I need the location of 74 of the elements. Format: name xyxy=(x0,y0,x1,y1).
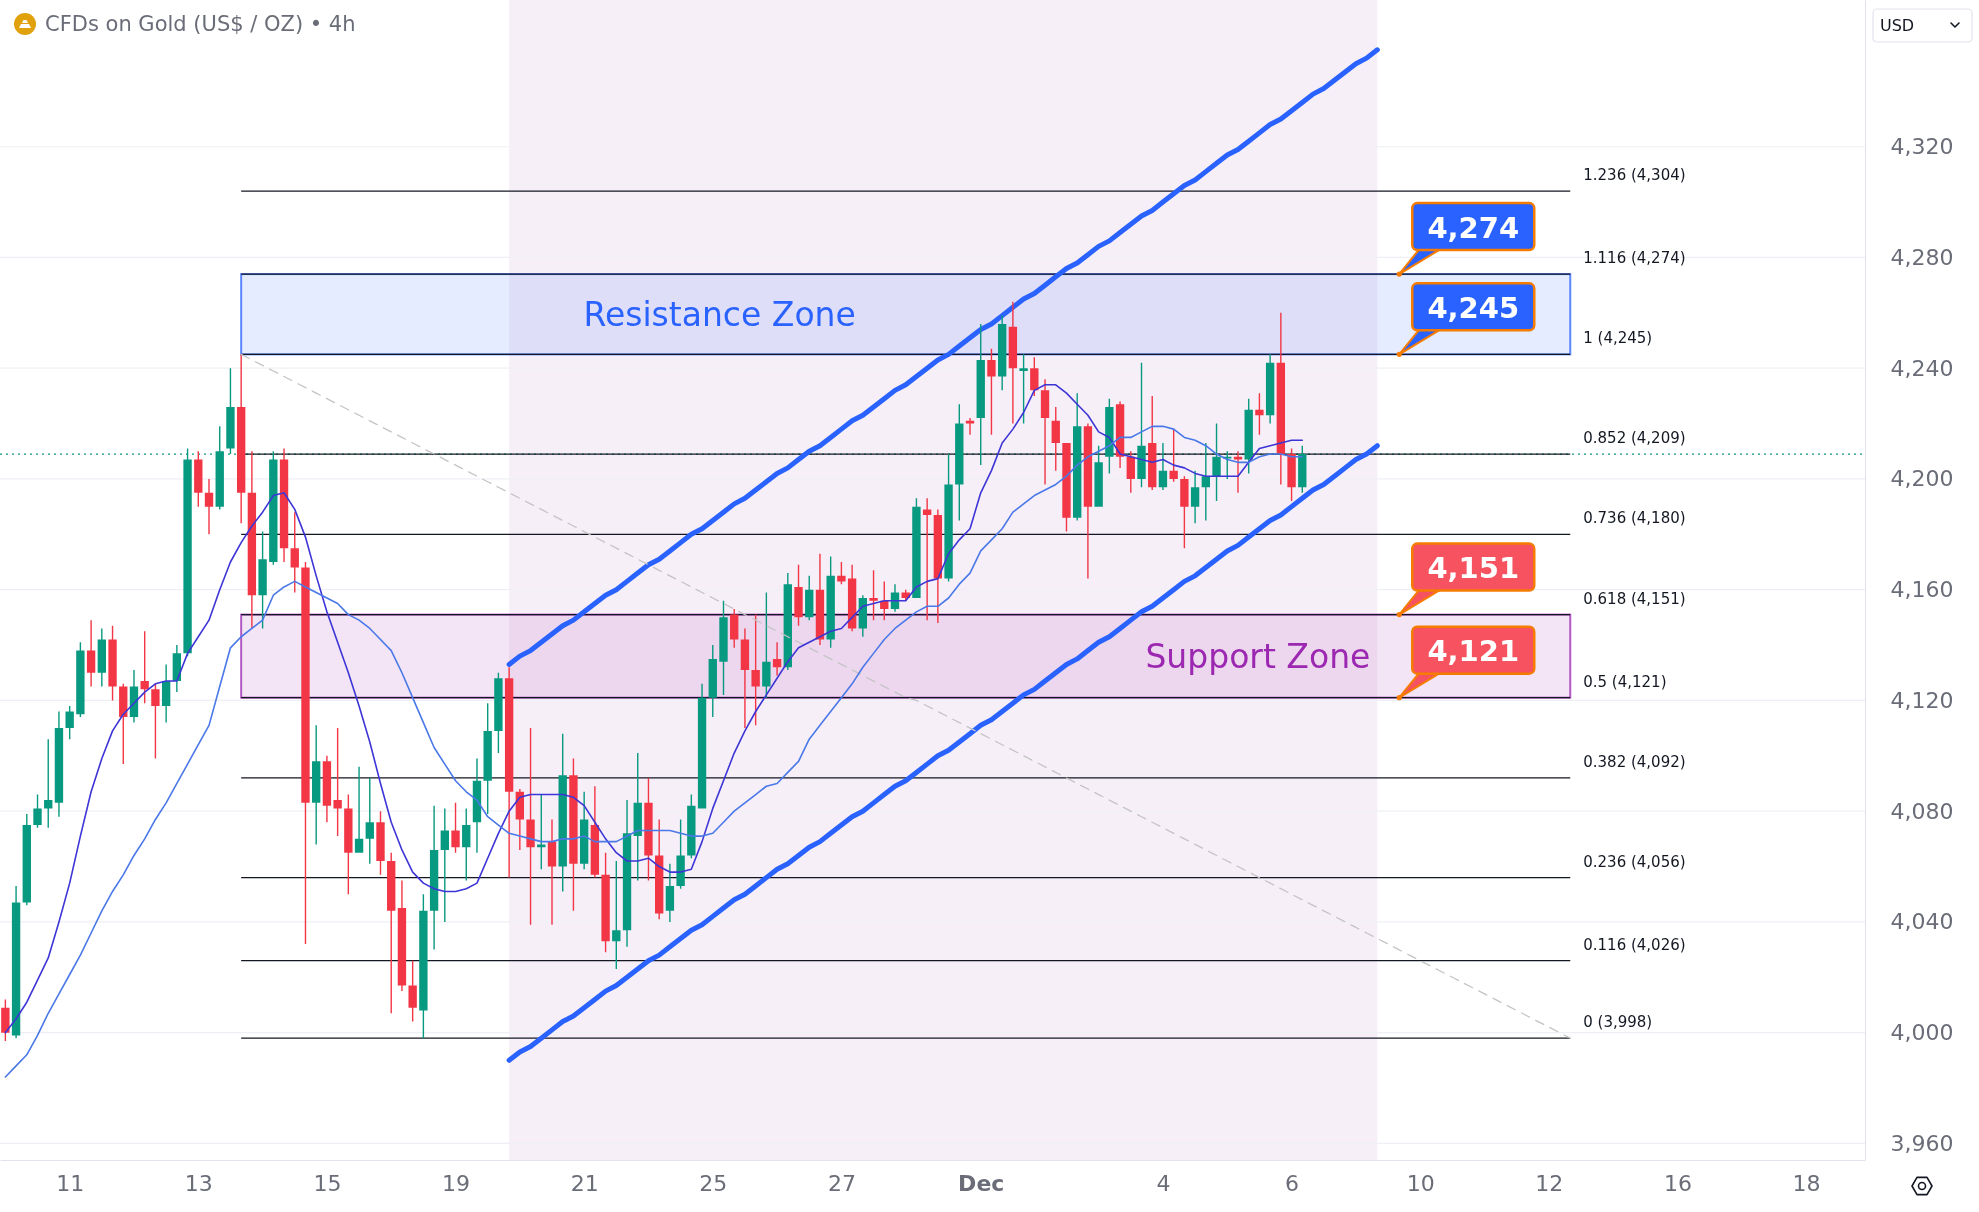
candlestick xyxy=(376,811,385,875)
annotation: 4,274 xyxy=(1427,210,1520,245)
candlestick xyxy=(86,620,96,687)
ref-line-label: 1.116 (4,274) xyxy=(1583,249,1686,268)
candlestick xyxy=(601,852,610,953)
y-axis-title: USD xyxy=(1880,16,1915,35)
candlestick xyxy=(1008,301,1018,424)
ref-line-label: 0.618 (4,151) xyxy=(1583,589,1686,608)
y-tick-label: 4,080 xyxy=(1890,798,1954,824)
x-tick-label: 12 xyxy=(1535,1170,1564,1196)
y-tick-label: 4,200 xyxy=(1890,466,1954,492)
y-tick-label: 3,960 xyxy=(1890,1130,1954,1156)
x-tick-label: 10 xyxy=(1406,1170,1435,1196)
candlestick xyxy=(965,418,975,435)
annotation: 4,245 xyxy=(1427,290,1520,325)
y-tick-label: 4,040 xyxy=(1890,909,1954,935)
y-tick-label: 4,160 xyxy=(1890,577,1954,603)
candlestick xyxy=(76,642,85,718)
candlestick xyxy=(494,672,503,754)
band-label: Support Zone xyxy=(1145,636,1371,676)
candlestick xyxy=(1040,379,1050,485)
candlestick xyxy=(1094,445,1103,507)
candlestick xyxy=(1233,451,1243,493)
y-tick-label: 4,320 xyxy=(1890,134,1954,160)
annotation: 4,121 xyxy=(1427,634,1520,669)
y-tick-label: 4,280 xyxy=(1890,245,1954,271)
candlestick xyxy=(419,894,428,1039)
line-series xyxy=(240,353,1571,1039)
candlestick xyxy=(354,766,364,853)
candlestick xyxy=(772,642,782,676)
x-tick-label: 4 xyxy=(1156,1170,1171,1196)
candlestick xyxy=(440,808,449,922)
x-tick-label: Dec xyxy=(958,1170,1005,1196)
x-tick-label: 19 xyxy=(442,1170,471,1196)
candlestick xyxy=(1201,442,1210,521)
candlestick xyxy=(1158,442,1168,491)
candlestick xyxy=(204,478,214,535)
ref-line-label: 0 (3,998) xyxy=(1583,1013,1653,1032)
candlestick xyxy=(33,794,42,828)
candlestick xyxy=(740,628,750,729)
x-tick-label: 15 xyxy=(313,1170,342,1196)
annotation: 4,151 xyxy=(1427,551,1520,586)
candlestick xyxy=(312,725,321,845)
ref-line-label: 0.5 (4,121) xyxy=(1583,672,1667,691)
x-tick-label: 21 xyxy=(570,1170,599,1196)
candlestick xyxy=(1062,442,1071,532)
candlestick xyxy=(1190,470,1200,524)
candlestick xyxy=(665,863,675,922)
candlestick xyxy=(344,794,353,895)
ref-line-label: 0.852 (4,209) xyxy=(1583,429,1686,448)
ref-line-label: 0.236 (4,056) xyxy=(1583,852,1686,871)
y-tick-label: 4,240 xyxy=(1890,355,1954,381)
candlestick xyxy=(922,498,932,621)
ref-line-label: 1 (4,245) xyxy=(1583,329,1653,348)
y-tick-label: 4,120 xyxy=(1890,687,1954,713)
candlestick xyxy=(547,819,557,925)
x-tick-label: 6 xyxy=(1285,1170,1300,1196)
candlestick xyxy=(719,600,728,695)
x-tick-label: 16 xyxy=(1663,1170,1692,1196)
x-tick-label: 11 xyxy=(56,1170,85,1196)
ref-line-label: 0.382 (4,092) xyxy=(1583,752,1686,771)
x-tick-label: 18 xyxy=(1792,1170,1821,1196)
x-tick-label: 27 xyxy=(827,1170,856,1196)
candlestick xyxy=(429,805,439,950)
y-tick-label: 4,000 xyxy=(1890,1020,1954,1046)
candlestick xyxy=(108,625,117,701)
ref-line-label: 1.236 (4,304) xyxy=(1583,166,1686,185)
ref-line-label: 0.116 (4,026) xyxy=(1583,935,1686,954)
band-label: Resistance Zone xyxy=(583,294,856,334)
candlestick xyxy=(301,562,310,945)
x-tick-label: 13 xyxy=(184,1170,213,1196)
ref-line-label: 0.736 (4,180) xyxy=(1583,509,1686,528)
x-tick-label: 25 xyxy=(699,1170,728,1196)
text: CFDs on Gold (US$ / OZ) • 4h xyxy=(45,12,356,36)
